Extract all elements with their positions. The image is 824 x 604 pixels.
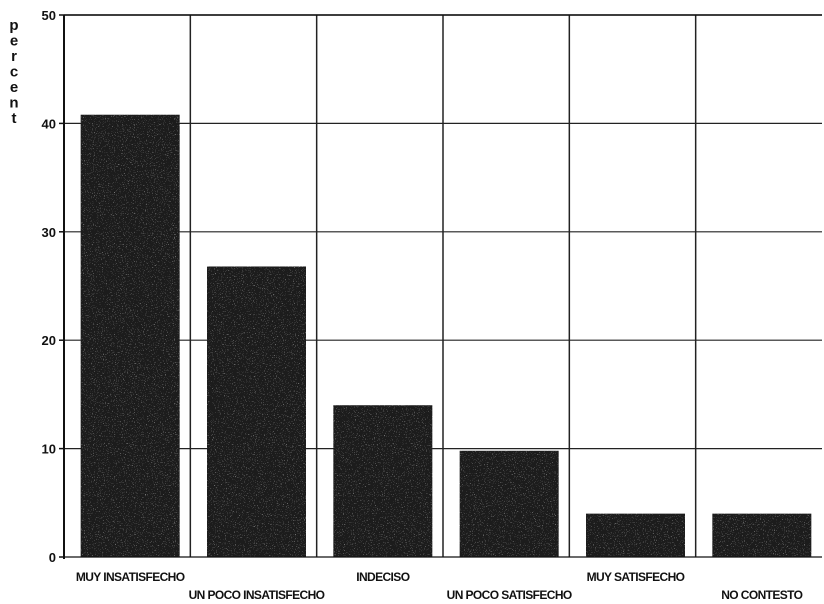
x-category-label: NO CONTESTO	[721, 588, 802, 602]
y-tick-label: 30	[42, 225, 56, 240]
bar	[80, 114, 180, 557]
y-axis-label-letter: n	[9, 95, 18, 112]
y-tick-label: 50	[42, 8, 56, 23]
y-axis-label-letter: t	[12, 110, 17, 127]
bar	[333, 405, 433, 557]
y-axis-label-letter: r	[11, 48, 17, 65]
x-category-label: UN POCO SATISFECHO	[447, 588, 572, 602]
bar	[459, 450, 559, 557]
y-axis-label-letter: e	[10, 33, 18, 50]
x-axis-category-labels: MUY INSATISFECHO UN POCO INSATISFECHO INDE…	[76, 570, 803, 602]
y-tick-label: 0	[49, 550, 56, 565]
y-axis-label-letter: c	[10, 64, 18, 81]
bar	[207, 266, 306, 557]
x-category-label: INDECISO	[356, 570, 409, 584]
bar	[712, 513, 812, 557]
x-category-label: UN POCO INSATISFECHO	[189, 588, 325, 602]
y-axis-label-letter: p	[9, 17, 18, 34]
y-tick-label: 20	[42, 333, 56, 348]
y-tick-label: 10	[42, 442, 56, 457]
y-tick-label: 40	[42, 116, 56, 131]
y-axis-ticks: 0 10 20 30 40 50	[42, 8, 64, 565]
y-axis-label-letter: e	[10, 79, 18, 96]
bars	[80, 114, 812, 557]
plot-frame	[63, 14, 822, 559]
x-category-label: MUY INSATISFECHO	[76, 570, 185, 584]
x-category-label: MUY SATISFECHO	[587, 570, 685, 584]
bar	[586, 513, 685, 557]
